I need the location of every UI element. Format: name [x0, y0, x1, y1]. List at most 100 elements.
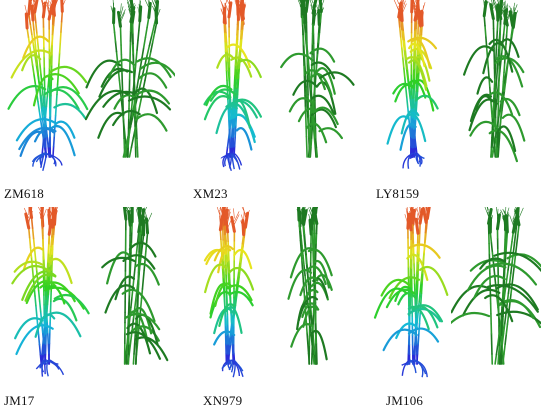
stem-segment	[422, 251, 425, 264]
awn	[512, 2, 516, 13]
stem-segment	[30, 54, 34, 66]
plant-heightmap	[203, 207, 255, 378]
wheat-ear	[241, 3, 246, 21]
wheat-ear	[421, 207, 428, 224]
awn	[497, 208, 499, 219]
root-base	[409, 152, 418, 160]
stem-segment	[497, 344, 501, 356]
stem-segment	[128, 146, 133, 158]
stem-segment	[139, 75, 144, 88]
stem-segment	[302, 254, 305, 267]
awn	[139, 207, 142, 215]
leaf	[121, 288, 156, 323]
leaf	[307, 248, 333, 277]
awn	[309, 0, 314, 10]
awn	[507, 5, 509, 16]
stem-segment	[39, 353, 43, 365]
awn	[51, 0, 54, 7]
stem-segment	[135, 49, 138, 61]
leaf	[499, 97, 521, 117]
awn	[234, 211, 240, 222]
awn	[487, 212, 491, 223]
leaf	[287, 269, 313, 300]
awn	[493, 0, 494, 6]
stem-segment	[40, 216, 44, 229]
leaf	[484, 294, 514, 323]
awn	[144, 215, 148, 226]
stem-segment	[34, 82, 38, 94]
plant-green	[85, 0, 175, 158]
wheat-ear	[503, 214, 508, 232]
awn	[241, 207, 246, 215]
stem-segment	[32, 19, 35, 31]
stem-segment	[306, 332, 309, 345]
awn	[47, 0, 50, 7]
awn	[242, 0, 244, 7]
stem-segment	[227, 60, 230, 72]
stem-segment	[227, 271, 230, 283]
wheat-ear	[127, 209, 132, 227]
leaf	[11, 264, 51, 285]
stem-segment	[34, 21, 38, 34]
stem-segment	[494, 278, 497, 290]
stem-segment	[33, 73, 37, 85]
leaf	[469, 120, 499, 137]
leaf	[114, 275, 135, 301]
leaf	[280, 52, 314, 69]
leaf	[486, 284, 539, 313]
panel-label: ZM618	[4, 186, 44, 201]
stem-segment	[239, 255, 243, 268]
stem-segment	[315, 146, 319, 158]
awn	[152, 5, 157, 17]
stem-segment	[312, 343, 316, 355]
stem-segment	[146, 60, 150, 72]
awn	[144, 0, 150, 8]
awn	[495, 207, 498, 216]
stem-segment	[226, 51, 229, 63]
awn	[321, 0, 325, 8]
stem-segment	[499, 316, 503, 328]
stem-segment	[28, 236, 32, 249]
leaf	[209, 282, 230, 315]
stem-segment	[124, 146, 128, 158]
leaf	[495, 283, 539, 311]
awn	[28, 0, 33, 11]
wheat-ear	[417, 10, 423, 28]
stem-segment	[498, 316, 501, 328]
stem-segment	[114, 41, 118, 53]
leaf	[469, 93, 493, 123]
stem-segment	[149, 41, 154, 53]
awn	[138, 3, 141, 14]
awn	[219, 215, 221, 226]
stem-segment	[495, 77, 498, 89]
awn	[228, 0, 230, 7]
stem-segment	[138, 98, 142, 110]
awn	[234, 214, 240, 225]
leaf	[501, 113, 526, 142]
awn	[231, 217, 235, 228]
awn	[120, 9, 126, 20]
awn	[224, 207, 228, 215]
awn	[227, 208, 231, 219]
stem-segment	[223, 296, 226, 308]
root-base	[416, 152, 421, 163]
leaf	[21, 270, 57, 301]
stem-segment	[31, 266, 35, 278]
stem-segment	[416, 311, 419, 324]
awn	[140, 207, 143, 211]
stem-segment	[225, 334, 228, 346]
stem-segment	[300, 235, 303, 247]
stem-segment	[237, 275, 241, 287]
leaf	[406, 79, 427, 99]
stem-segment	[35, 64, 39, 77]
stem-segment	[517, 224, 520, 236]
stem-segment	[313, 127, 317, 139]
leaf	[226, 43, 252, 69]
stem-segment	[489, 231, 493, 243]
stem-segment	[490, 105, 493, 118]
plant-heightmap	[373, 207, 449, 378]
stem-segment	[235, 114, 238, 127]
awn	[129, 208, 133, 219]
stem-segment	[505, 269, 509, 281]
stem-segment	[484, 25, 487, 37]
